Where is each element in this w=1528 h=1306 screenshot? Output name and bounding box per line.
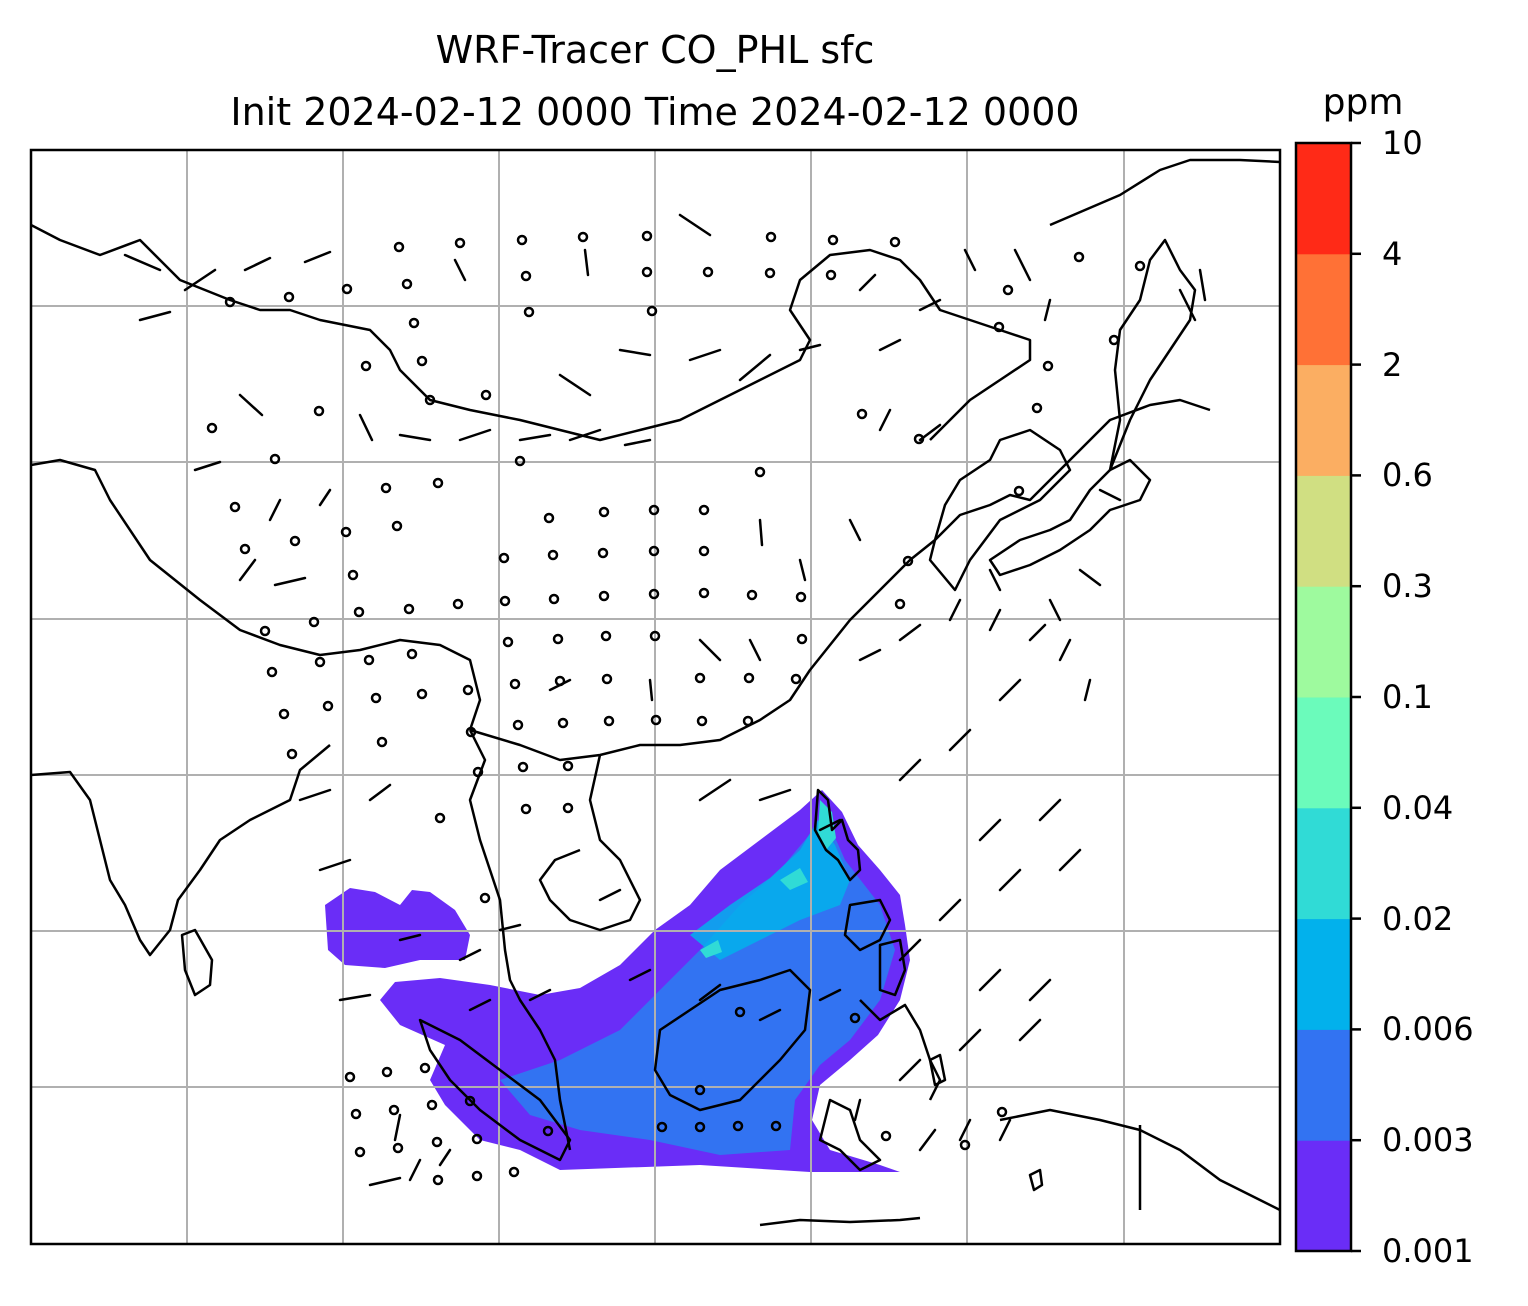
- china-coast: [469, 398, 1211, 762]
- calm-wind-markers: [206, 230, 1146, 1186]
- colorbar-swatch: [1296, 253, 1351, 366]
- colorbar-swatch: [1296, 918, 1351, 1030]
- borneo: [653, 968, 812, 1112]
- korea: [928, 428, 1072, 592]
- indochina: [468, 729, 572, 1151]
- wind-barbs: [123, 213, 1207, 1187]
- colorbar-swatch: [1296, 475, 1351, 587]
- plume-0.001-level: [325, 888, 470, 968]
- japan-north: [1108, 238, 1197, 472]
- colorbar-tick-label: 0.003: [1382, 1121, 1474, 1160]
- sea-coast-east: [859, 999, 942, 1101]
- colorbar-tick-label: 0.1: [1382, 678, 1433, 716]
- colorbar-tick-label: 0.3: [1382, 567, 1433, 606]
- sumatra: [418, 1018, 572, 1162]
- colorbar-tick-label: 10: [1382, 124, 1423, 162]
- colorbar-tick-label: 0.006: [1382, 1010, 1474, 1049]
- himalaya-border: [31, 458, 482, 731]
- philippines-visayas: [843, 898, 907, 997]
- chart-title-line-2: Init 2024-02-12 0000 Time 2024-02-12 000…: [230, 90, 1080, 134]
- colorbar-swatch: [1296, 586, 1351, 698]
- java: [759, 1216, 921, 1227]
- colorbar-swatches: [1296, 143, 1351, 1252]
- colorbar-units: ppm: [1322, 82, 1404, 123]
- vietnam-coast: [538, 754, 642, 932]
- small-islands: [928, 1053, 1044, 1192]
- colorbar-swatch: [1296, 807, 1351, 920]
- colorbar-ticks: [1351, 141, 1361, 1253]
- colorbar-tick-label: 0.04: [1382, 788, 1454, 827]
- colorbar-tick-label: 0.02: [1382, 899, 1454, 938]
- russia-coast: [1049, 158, 1280, 227]
- colorbar-tick-label: 2: [1382, 345, 1403, 384]
- japan: [988, 458, 1152, 577]
- chart-title-line-1: WRF-Tracer CO_PHL sfc: [435, 28, 875, 72]
- colorbar-tick-label: 0.6: [1382, 456, 1433, 495]
- tracer-plume: [325, 790, 910, 1172]
- colorbar-swatch: [1296, 364, 1351, 476]
- india-coast: [31, 744, 331, 957]
- colorbar-tick-label: 0.001: [1382, 1232, 1474, 1270]
- colorbar-tick-label: 4: [1382, 234, 1403, 273]
- sulawesi: [818, 1098, 882, 1172]
- gridlines: [31, 150, 1280, 1244]
- map-frame: [29, 148, 1282, 1246]
- plume-0.02-level: [700, 800, 836, 958]
- new-guinea: [999, 1108, 1280, 1212]
- sri-lanka: [180, 928, 214, 997]
- colorbar-swatch: [1296, 1140, 1351, 1252]
- colorbar-swatch: [1296, 143, 1351, 255]
- colorbar-swatch: [1296, 697, 1351, 809]
- colorbar-swatch: [1296, 1029, 1351, 1141]
